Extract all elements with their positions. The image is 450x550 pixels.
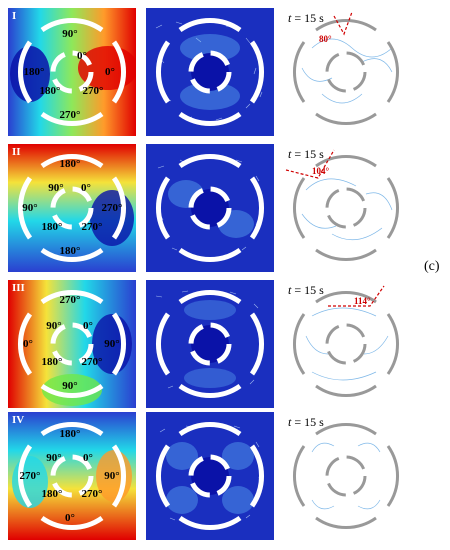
angle-label: 180°: [41, 221, 63, 233]
angle-label: 270°: [59, 294, 81, 306]
angle-label: 180°: [59, 158, 81, 170]
time-label: t = 15 s: [288, 11, 324, 25]
angle-label: 270°: [82, 85, 104, 97]
temperature-map: [8, 412, 136, 540]
time-label: t = 15 s: [288, 283, 324, 297]
row-3-streamline-panel: t = 15 s 114°: [282, 280, 410, 408]
angle-label: 180°: [59, 245, 81, 257]
angle-label: 90°: [46, 452, 62, 464]
angle-label: 0°: [83, 452, 93, 464]
row-label: II: [12, 146, 21, 158]
angle-label: 270°: [101, 202, 123, 214]
angle-label: 180°: [41, 356, 63, 368]
angle-label: 90°: [104, 470, 120, 482]
angle-label: 0°: [77, 50, 87, 62]
temperature-map: [8, 144, 136, 272]
temperature-map: [8, 280, 136, 408]
angle-label: 90°: [46, 320, 62, 332]
angle-label: 90°: [104, 338, 120, 350]
angle-label: 0°: [23, 338, 33, 350]
streamline-plot: [282, 412, 410, 540]
inset-angle: 114°: [354, 296, 371, 306]
angle-label: 270°: [81, 356, 103, 368]
angle-label: 0°: [83, 320, 93, 332]
inset-angle: 80°: [319, 34, 332, 44]
angle-label: 90°: [48, 182, 64, 194]
row-2-velocity-panel: [146, 144, 274, 272]
angle-label: 180°: [39, 85, 61, 97]
row-label: IV: [12, 414, 25, 426]
row-1-velocity-panel: [146, 8, 274, 136]
velocity-field: [146, 144, 274, 272]
angle-label: 0°: [81, 182, 91, 194]
velocity-field: [146, 280, 274, 408]
streamline-plot: [282, 280, 410, 408]
angle-label: 0°: [65, 512, 75, 524]
temperature-map: [8, 8, 136, 136]
angle-label: 270°: [81, 221, 103, 233]
row-2-streamline-panel: t = 15 s 104°: [282, 144, 410, 272]
angle-label: 270°: [59, 109, 81, 121]
row-3-temperature-panel: III 270° 90° 0° 0° 90° 180° 270° 90°: [8, 280, 136, 408]
row-label: III: [12, 282, 25, 294]
angle-label: 90°: [62, 380, 78, 392]
streamline-plot: [282, 8, 410, 136]
row-4-velocity-panel: [146, 412, 274, 540]
angle-label: 90°: [22, 202, 38, 214]
angle-label: 270°: [19, 470, 41, 482]
subfigure-label: (c): [424, 259, 440, 274]
velocity-field: [146, 8, 274, 136]
row-3-velocity-panel: [146, 280, 274, 408]
angle-label: 90°: [62, 28, 78, 40]
row-4-temperature-panel: IV 180° 90° 0° 270° 90° 180° 270° 0°: [8, 412, 136, 540]
row-1-temperature-panel: I 90° 0° 180° 0° 180° 270° 270°: [8, 8, 136, 136]
row-4-streamline-panel: t = 15 s: [282, 412, 410, 540]
inset-angle: 104°: [312, 166, 330, 176]
row-1-streamline-panel: t = 15 s 80°: [282, 8, 410, 136]
angle-label: 270°: [81, 488, 103, 500]
angle-label: 180°: [23, 66, 45, 78]
angle-label: 180°: [59, 428, 81, 440]
angle-label: 180°: [41, 488, 63, 500]
streamline-plot: [282, 144, 410, 272]
time-label: t = 15 s: [288, 415, 324, 429]
row-2-temperature-panel: II 180° 90° 0° 90° 270° 180° 270° 180°: [8, 144, 136, 272]
row-label: I: [12, 10, 17, 22]
time-label: t = 15 s: [288, 147, 324, 161]
angle-label: 0°: [105, 66, 115, 78]
velocity-field: [146, 412, 274, 540]
